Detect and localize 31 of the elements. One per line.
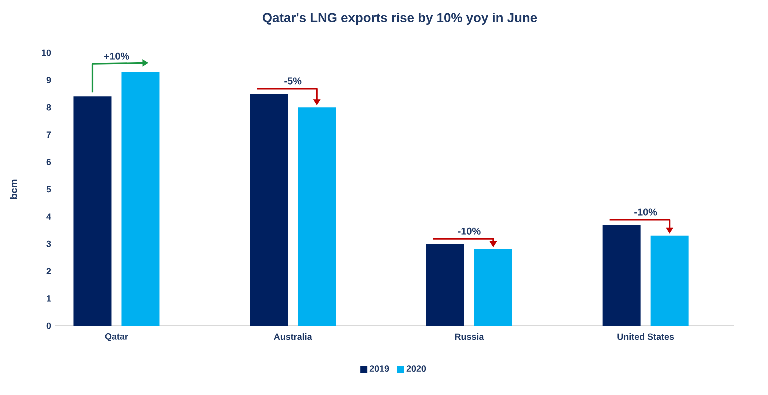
bar bbox=[650, 236, 689, 326]
annotation: -5% bbox=[284, 78, 302, 85]
bar bbox=[74, 96, 112, 326]
bar bbox=[298, 108, 336, 326]
y-tick-label: 10 bbox=[42, 50, 52, 56]
y-tick-label: 4 bbox=[46, 214, 52, 220]
y-tick-label: 7 bbox=[46, 132, 52, 138]
chart-title: Qatar's LNG exports rise by 10% yoy in June bbox=[262, 12, 538, 26]
annotation: -10% bbox=[458, 228, 481, 235]
bar bbox=[474, 250, 512, 326]
y-axis-title: bcm bbox=[10, 180, 18, 200]
y-tick-label: 2 bbox=[46, 268, 52, 275]
y-tick-label: 8 bbox=[46, 104, 52, 111]
x-tick-label: Russia bbox=[455, 334, 484, 340]
bar bbox=[122, 72, 160, 326]
x-tick-label: Australia bbox=[274, 334, 312, 340]
y-tick-label: 0 bbox=[46, 322, 52, 330]
y-tick-label: 1 bbox=[47, 296, 52, 302]
legend-label: 2019 bbox=[370, 366, 390, 372]
bar bbox=[250, 94, 288, 326]
y-tick-label: 6 bbox=[46, 159, 52, 166]
y-tick-label: 9 bbox=[46, 77, 52, 84]
bar bbox=[426, 244, 464, 326]
annotation: -10% bbox=[634, 208, 658, 216]
y-tick-label: 5 bbox=[46, 186, 52, 193]
x-tick-label: Qatar bbox=[105, 334, 128, 342]
x-tick-label: United States bbox=[618, 334, 674, 340]
annotation: +10% bbox=[104, 52, 130, 60]
bar bbox=[602, 224, 641, 326]
legend-label: 2020 bbox=[406, 366, 426, 372]
y-tick-label: 3 bbox=[46, 240, 52, 248]
